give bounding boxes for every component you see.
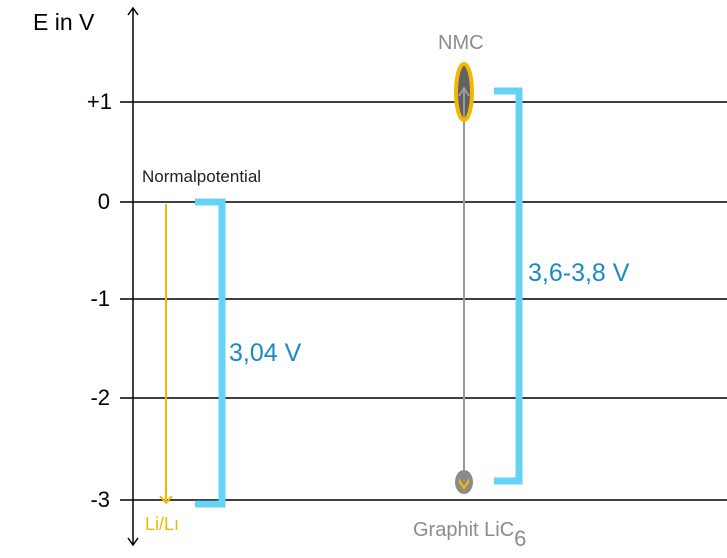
nmc-arrow-icon bbox=[458, 86, 470, 118]
graphite-arrow-icon bbox=[459, 478, 469, 490]
bracket-left bbox=[195, 198, 226, 508]
tick-minus1: -1 bbox=[90, 286, 110, 311]
bracket-right bbox=[494, 87, 523, 485]
gridlines bbox=[120, 101, 727, 501]
tick-minus3: -3 bbox=[90, 487, 110, 512]
tick-plus1: +1 bbox=[86, 89, 112, 114]
normalpotential-label: Normalpotential bbox=[142, 167, 262, 186]
axis-arrow-down-icon bbox=[127, 537, 139, 547]
li-reference-label: Li/Lı bbox=[145, 514, 180, 534]
cathode-label: NMC bbox=[438, 32, 484, 54]
y-axis bbox=[127, 6, 139, 547]
anode-subscript: 6 bbox=[514, 526, 527, 551]
tick-0: 0 bbox=[97, 189, 110, 214]
li-arrow bbox=[159, 204, 173, 505]
anode-label: Graphit LiC6 bbox=[413, 516, 526, 551]
graphite-electrode-icon bbox=[455, 470, 473, 494]
tick-minus2: -2 bbox=[90, 385, 110, 410]
voltage-right-label: 3,6-3,8 V bbox=[528, 259, 630, 287]
axis-arrow-up-icon bbox=[127, 6, 139, 16]
axis-label: E in V bbox=[33, 9, 95, 35]
voltage-left-label: 3,04 V bbox=[229, 339, 302, 367]
anode-label-text: Graphit LiC bbox=[413, 519, 515, 541]
